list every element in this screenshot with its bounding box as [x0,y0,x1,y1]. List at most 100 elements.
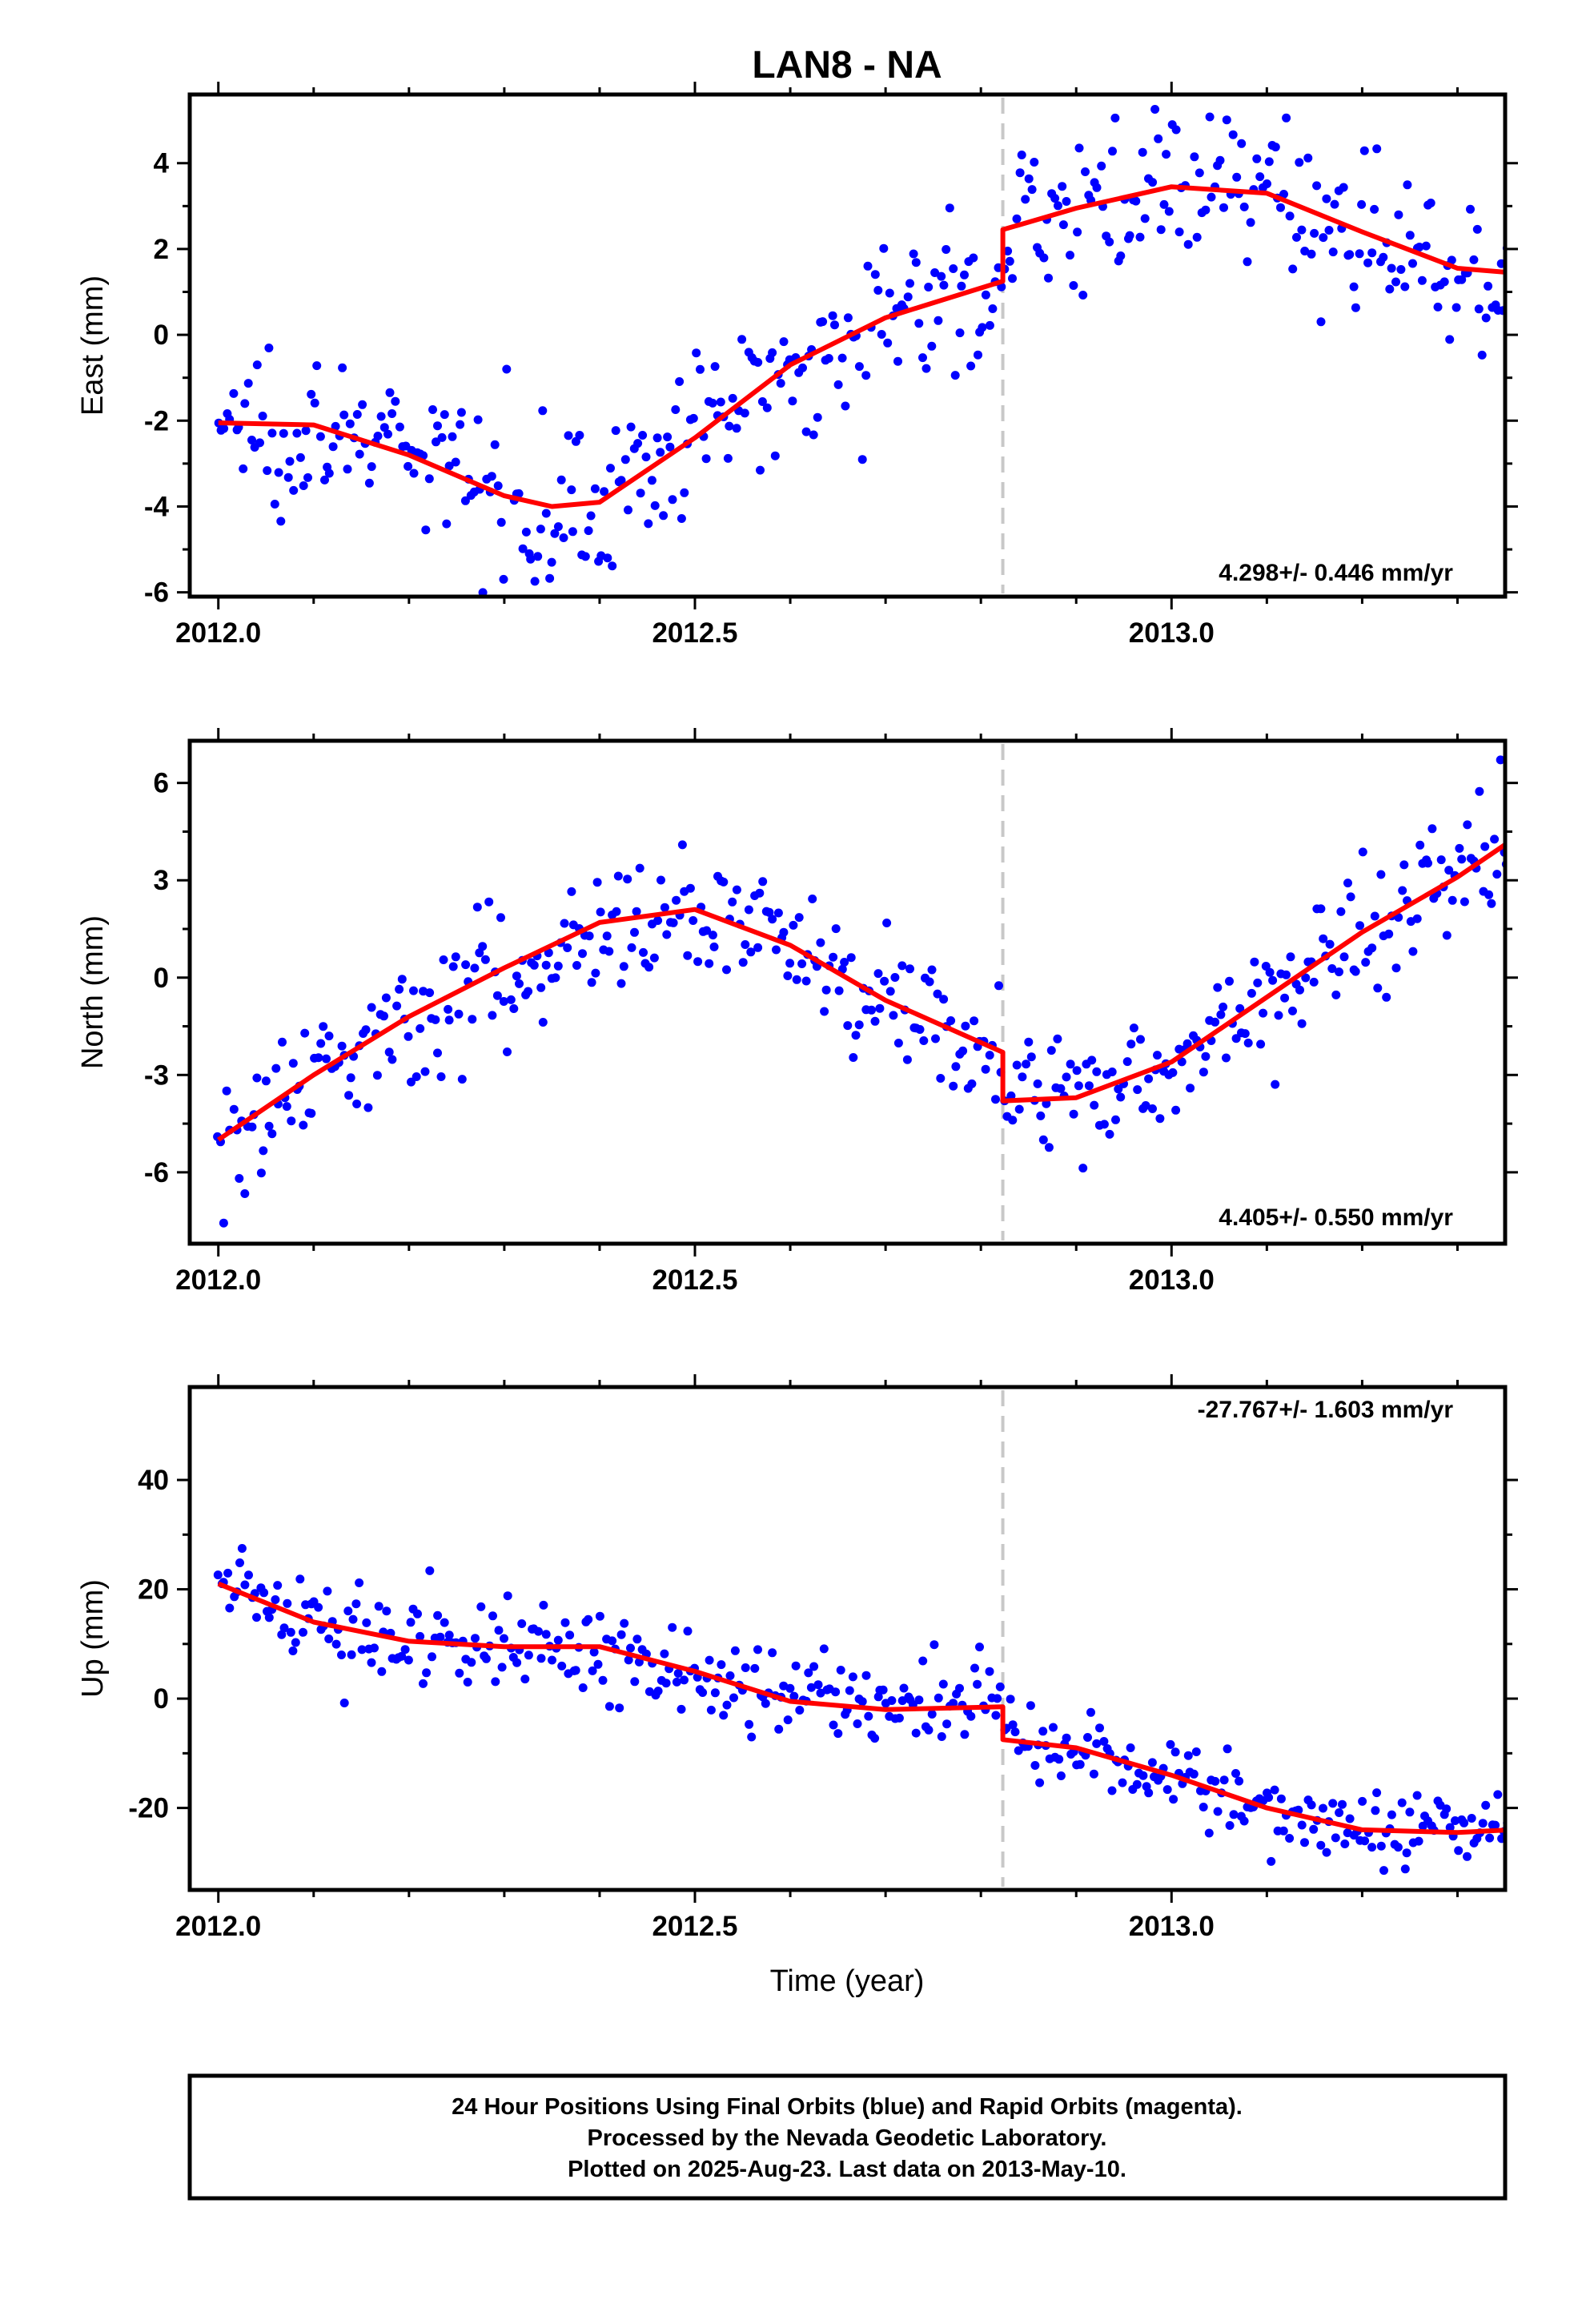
data-point [560,919,569,928]
data-point [328,442,338,452]
data-point [252,1073,262,1083]
data-point [267,428,277,438]
data-point [632,1634,642,1644]
data-point [927,1710,937,1719]
data-point [1387,1810,1396,1819]
data-point [740,408,749,418]
data-point [1484,890,1494,899]
data-point [698,1688,708,1697]
data-point [1066,251,1074,260]
data-point [299,481,308,490]
data-point [756,465,765,475]
data-point [1268,975,1278,985]
data-point [267,1129,277,1139]
data-point [433,1048,442,1058]
data-point [750,1663,760,1673]
data-point [1451,1816,1460,1825]
data-point [877,330,886,339]
data-point [1506,850,1515,858]
data-point [677,1704,686,1714]
data-point [1408,947,1418,956]
data-point [235,1174,244,1183]
data-point [776,379,785,388]
data-point [880,976,889,986]
data-point [635,863,644,873]
data-point [795,1706,805,1715]
data-point [1436,855,1446,865]
data-point [1092,1739,1102,1748]
data-point [338,363,347,372]
data-point [728,393,737,403]
data-point [975,1642,984,1652]
data-point [829,952,838,962]
data-point [223,1568,233,1578]
data-point [889,1011,898,1020]
data-point [367,1658,376,1667]
data-point [258,412,267,420]
data-point [745,1719,754,1729]
data-point [240,1189,250,1198]
x-tick-label: 2012.0 [175,1265,261,1296]
data-point [553,522,563,532]
x-axis-label: Time (year) [770,1964,925,1998]
data-point [347,1650,356,1659]
data-point [725,421,734,431]
data-point [1367,943,1377,953]
data-point [1271,143,1280,152]
data-point [1316,904,1326,914]
data-point [747,1732,757,1742]
data-point [239,464,248,473]
data-point [1255,172,1265,182]
data-point [381,993,391,1003]
data-point [1259,1008,1268,1018]
data-point [1225,976,1234,986]
data-point [668,495,677,505]
y-tick-label: 2 [154,234,169,265]
data-point [933,989,942,999]
data-point [536,983,546,992]
data-point [818,317,828,327]
data-point [1396,265,1406,274]
data-point [1054,201,1062,211]
data-point [909,249,918,259]
data-point [467,1658,476,1667]
data-point [1491,1820,1500,1830]
data-point [867,1005,876,1015]
data-point [1457,275,1467,284]
data-point [1322,194,1331,203]
data-point [1022,1059,1031,1069]
data-point [620,1618,629,1628]
data-point [431,1015,440,1024]
data-point [1125,231,1134,240]
data-point [518,544,528,553]
data-point [1131,196,1141,206]
data-point [1033,1079,1042,1088]
data-point [1038,1727,1048,1736]
data-point [1493,1790,1503,1799]
data-point [229,388,239,398]
data-point [797,959,807,968]
data-point [316,1039,326,1048]
data-point [1382,992,1391,1002]
data-point [603,553,612,563]
data-point [331,421,340,431]
data-point [1345,1814,1355,1823]
data-point [981,290,990,300]
data-point [567,485,576,495]
data-point [843,1021,853,1031]
data-point [541,960,551,970]
data-point [641,452,651,462]
data-point [439,955,448,964]
data-point [672,895,681,905]
data-point [559,533,568,542]
data-point [261,1076,271,1086]
data-point [454,1009,464,1019]
data-point [295,1574,305,1584]
data-point [1292,232,1301,242]
data-point [1408,259,1417,268]
data-point [436,1072,446,1081]
data-point [541,509,551,518]
data-point [788,396,797,406]
data-point [1322,1848,1331,1857]
data-point [1391,963,1401,973]
